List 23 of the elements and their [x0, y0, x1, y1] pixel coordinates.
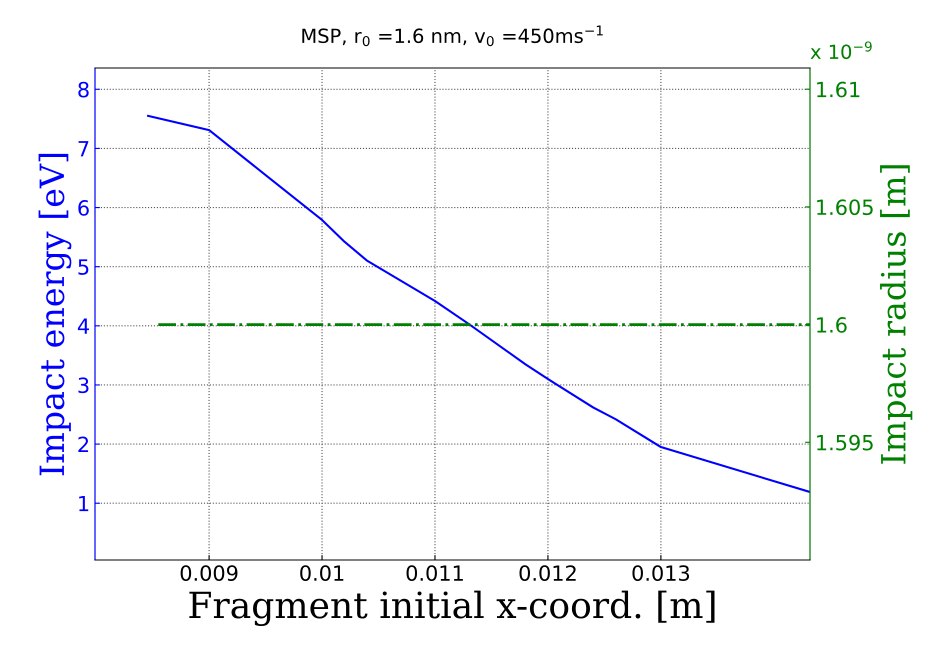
y-axis-title: Impact energy [eV] [38, 154, 72, 476]
y-tick-label: 1 [79, 496, 88, 512]
y2-tick-label: 1.6 [817, 317, 847, 333]
line-series [147, 114, 810, 494]
y2-tick-label: 1.61 [817, 82, 860, 98]
chart-title: MSP, r$_{0}$ =1.6 nm, v$_{0}$ =450ms$^{−1}$ [302, 26, 603, 46]
x-axis-title: Fragment initial x-coord. [m] [189, 590, 714, 626]
y-tick-label: 7 [78, 141, 88, 156]
y2-tick-label: 1.605 [817, 199, 873, 216]
y-tick-label: 2 [78, 436, 88, 452]
y2-tick-label: 1.595 [817, 434, 873, 451]
x-tick-label: 0.012 [520, 565, 576, 581]
x-tick-label: 0.01 [300, 565, 344, 581]
x-tick-label: 0.011 [406, 565, 463, 581]
y-tick-label: 8 [78, 82, 89, 98]
y-tick-label: 5 [78, 259, 88, 275]
y-tick-label: 6 [78, 200, 89, 216]
y2-axis-title: Impact radius [m] [880, 165, 912, 464]
y-tick-label: 3 [78, 377, 88, 394]
y-tick-label: 4 [78, 318, 89, 334]
text: x 10$^{−9}$ [810, 41, 872, 60]
x-tick-label: 0.013 [632, 565, 690, 581]
x-tick-label: 0.009 [180, 565, 238, 581]
